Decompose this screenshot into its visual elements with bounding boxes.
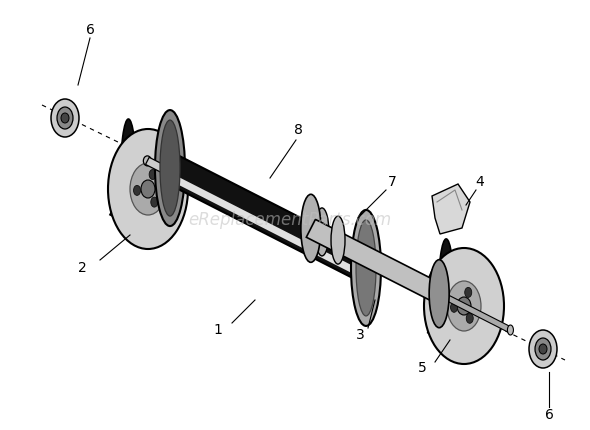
- Ellipse shape: [160, 120, 180, 216]
- Polygon shape: [110, 143, 166, 224]
- Ellipse shape: [151, 197, 158, 207]
- Ellipse shape: [57, 107, 73, 129]
- Ellipse shape: [61, 113, 69, 123]
- Ellipse shape: [143, 156, 152, 166]
- Text: 6: 6: [545, 408, 553, 422]
- Ellipse shape: [507, 325, 513, 335]
- Polygon shape: [438, 291, 512, 333]
- Ellipse shape: [51, 99, 79, 137]
- Ellipse shape: [529, 330, 557, 368]
- Ellipse shape: [535, 338, 551, 360]
- Text: 6: 6: [86, 23, 94, 37]
- Ellipse shape: [141, 180, 155, 198]
- Ellipse shape: [451, 302, 457, 312]
- Ellipse shape: [301, 194, 321, 262]
- Text: eReplacementParts.com: eReplacementParts.com: [188, 211, 392, 229]
- Ellipse shape: [155, 110, 185, 226]
- Text: 4: 4: [476, 175, 484, 189]
- Text: 7: 7: [388, 175, 396, 189]
- Polygon shape: [165, 172, 364, 278]
- Polygon shape: [319, 226, 341, 246]
- Polygon shape: [163, 155, 373, 281]
- Polygon shape: [306, 219, 444, 303]
- Ellipse shape: [436, 289, 442, 299]
- Ellipse shape: [313, 242, 320, 252]
- Ellipse shape: [539, 344, 547, 354]
- Ellipse shape: [149, 169, 156, 179]
- Ellipse shape: [351, 210, 381, 326]
- Ellipse shape: [465, 287, 472, 298]
- Ellipse shape: [438, 239, 454, 355]
- Text: 3: 3: [356, 328, 365, 342]
- Ellipse shape: [424, 248, 504, 364]
- Ellipse shape: [133, 185, 140, 195]
- Text: 2: 2: [78, 261, 86, 275]
- Polygon shape: [428, 261, 482, 342]
- Ellipse shape: [466, 313, 473, 323]
- Ellipse shape: [315, 208, 329, 256]
- Ellipse shape: [331, 216, 345, 264]
- Ellipse shape: [447, 281, 481, 331]
- Polygon shape: [432, 184, 470, 234]
- Text: 5: 5: [418, 361, 427, 375]
- Ellipse shape: [429, 260, 449, 328]
- Polygon shape: [146, 157, 319, 251]
- Ellipse shape: [120, 119, 136, 239]
- Ellipse shape: [130, 163, 166, 215]
- Ellipse shape: [108, 129, 188, 249]
- Text: 8: 8: [294, 123, 303, 137]
- Text: 1: 1: [214, 323, 222, 337]
- Ellipse shape: [457, 297, 471, 315]
- Ellipse shape: [356, 220, 376, 316]
